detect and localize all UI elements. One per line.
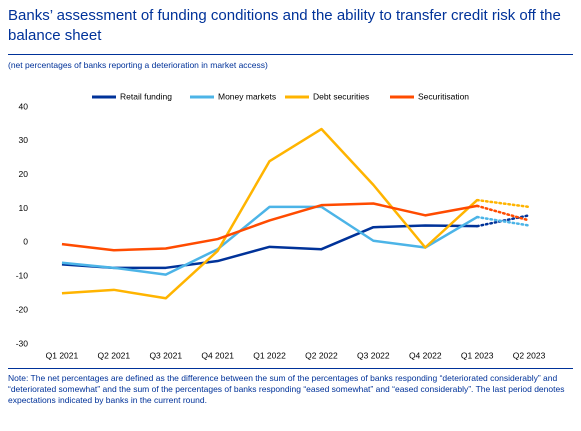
legend-label: Debt securities xyxy=(313,91,369,101)
chart-title: Banks’ assessment of funding conditions … xyxy=(8,7,561,44)
y-tick-label: -10 xyxy=(16,271,29,281)
x-tick-label: Q4 2022 xyxy=(409,350,442,360)
series-line xyxy=(61,202,478,252)
y-tick-label: 40 xyxy=(19,101,29,111)
legend-label: Securitisation xyxy=(418,91,469,101)
legend-label: Retail funding xyxy=(120,91,172,101)
x-tick-label: Q2 2022 xyxy=(305,350,338,360)
separator xyxy=(8,54,573,55)
chart-subtitle: (net percentages of banks reporting a de… xyxy=(8,60,268,70)
x-tick-label: Q4 2021 xyxy=(201,350,234,360)
x-tick-label: Q2 2023 xyxy=(513,350,546,360)
x-tick-label: Q1 2021 xyxy=(46,350,79,360)
x-tick-label: Q2 2021 xyxy=(98,350,131,360)
legend-label: Money markets xyxy=(218,91,276,101)
series-line-expectation xyxy=(475,198,531,209)
series-line xyxy=(61,127,478,300)
y-tick-label: 30 xyxy=(19,135,29,145)
chart: -30 -20 -10 0 10 20 30 40 Q1 2021 Q2 2021 Q3 2021 Q… xyxy=(16,91,546,360)
y-tick-label: -20 xyxy=(16,304,29,314)
note: Note: The net percentages are defined as… xyxy=(8,373,565,405)
x-tick-label: Q1 2022 xyxy=(253,350,286,360)
x-tick-label: Q3 2021 xyxy=(149,350,182,360)
x-tick-label: Q1 2023 xyxy=(461,350,494,360)
y-tick-label: 20 xyxy=(19,169,29,179)
series-line-expectation xyxy=(475,215,531,227)
series-line xyxy=(61,205,478,276)
y-tick-label: 0 xyxy=(23,237,28,247)
series-line-expectation xyxy=(475,204,531,222)
separator xyxy=(8,368,573,369)
y-tick-label: -30 xyxy=(16,338,29,348)
x-tick-label: Q3 2022 xyxy=(357,350,390,360)
y-tick-label: 10 xyxy=(19,203,29,213)
